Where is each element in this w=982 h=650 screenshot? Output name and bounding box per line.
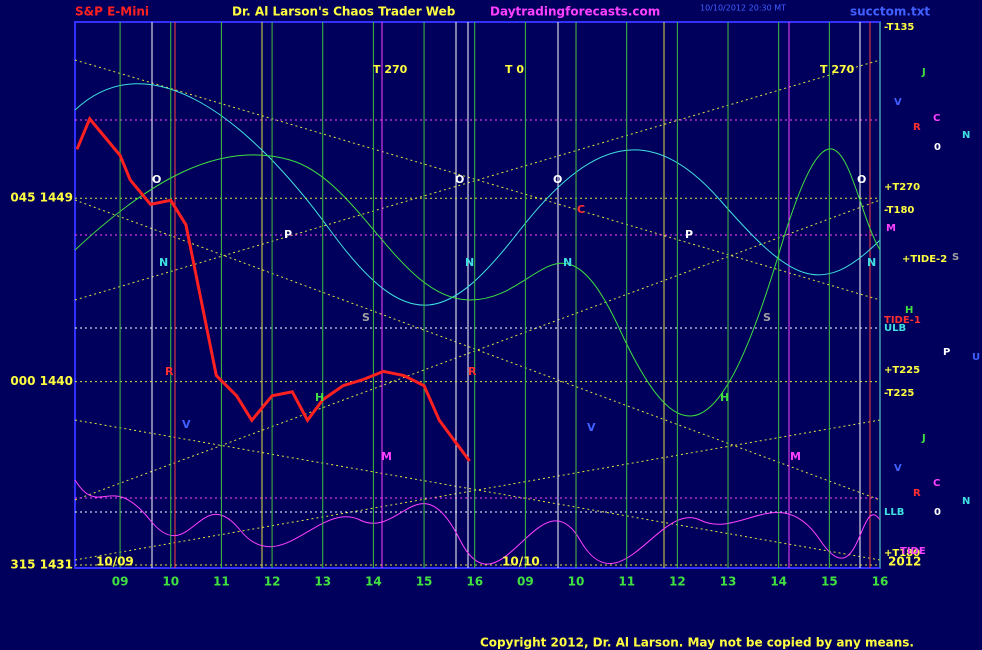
side-label: J	[921, 433, 926, 444]
side-label: -T135	[884, 22, 914, 33]
copyright: Copyright 2012, Dr. Al Larson. May not b…	[480, 636, 914, 650]
side-label: -T225	[884, 388, 914, 399]
y-tick-label: 000 1440	[10, 374, 73, 388]
annotation: R	[468, 365, 477, 378]
x-tick-label: 11	[618, 575, 635, 589]
annotation: N	[159, 256, 168, 269]
annotation: V	[182, 418, 191, 431]
side-label: TIDE-1	[884, 315, 921, 326]
side-label: LLB	[884, 507, 904, 518]
x-tick-label: 14	[365, 575, 382, 589]
side-label: +T180	[884, 548, 920, 559]
annotation: R	[165, 365, 174, 378]
side-label: +T225	[884, 365, 920, 376]
x-tick-label: 09	[112, 575, 129, 589]
side-label: J	[921, 67, 926, 78]
annotation: V	[587, 421, 596, 434]
side-label: 0	[934, 142, 941, 153]
annotation: N	[563, 256, 572, 269]
decorations	[74, 22, 881, 568]
x-tick-label: 11	[213, 575, 230, 589]
price-line	[75, 115, 471, 462]
annotation: P	[685, 228, 693, 241]
x-tick-label: 15	[416, 575, 433, 589]
annotation: N	[465, 256, 474, 269]
side-label: V	[894, 97, 902, 108]
date-label: 10/09	[96, 555, 134, 569]
side-label: R	[913, 488, 921, 499]
x-tick-label: 10	[568, 575, 585, 589]
annotation: H	[720, 391, 729, 404]
annotation: T 270	[820, 63, 855, 76]
side-label: 0	[934, 507, 941, 518]
side-label: C	[933, 113, 940, 124]
x-tick-label: 10	[162, 575, 179, 589]
y-tick-label: 315 1431	[10, 557, 73, 571]
annotation: T 270	[373, 63, 408, 76]
date-label: 10/10	[502, 555, 540, 569]
side-label: -T180	[884, 205, 914, 216]
side-label: R	[913, 122, 921, 133]
side-label: H	[905, 305, 913, 316]
annotation: O	[857, 173, 866, 186]
annotation: P	[284, 228, 292, 241]
site-name: Daytradingforecasts.com	[490, 5, 660, 19]
side-label: ULB	[884, 323, 906, 334]
x-tick-label: 14	[770, 575, 787, 589]
x-tick-label: 09	[517, 575, 534, 589]
x-tick-label: 16	[466, 575, 483, 589]
chart-title: S&P E-Mini	[75, 5, 149, 19]
annotation: O	[152, 173, 161, 186]
annotation: C	[577, 203, 585, 216]
annotation: H	[315, 391, 324, 404]
x-tick-label: 12	[669, 575, 686, 589]
side-label: V	[894, 463, 902, 474]
side-label: C	[933, 478, 940, 489]
side-label: P	[943, 347, 950, 358]
annotation: S	[362, 311, 370, 324]
timestamp: 10/10/2012 20:30 MT	[700, 4, 786, 13]
y-tick-label: 045 1449	[10, 191, 73, 205]
side-label: N	[962, 496, 970, 507]
side-label: S	[952, 252, 959, 263]
annotation: M	[381, 450, 392, 463]
annotation: O	[455, 173, 464, 186]
chart-subtitle: Dr. Al Larson's Chaos Trader Web	[232, 5, 456, 19]
x-tick-label: 12	[264, 575, 281, 589]
date-label: 2012	[888, 555, 921, 569]
annotation: N	[867, 256, 876, 269]
plot-frame	[74, 21, 881, 569]
x-tick-label: 13	[720, 575, 737, 589]
file-name: succtom.txt	[850, 5, 930, 19]
side-label: +T270	[884, 182, 920, 193]
annotation: S	[763, 311, 771, 324]
x-tick-label: 15	[821, 575, 838, 589]
side-label: M	[886, 223, 896, 234]
side-label: U	[972, 352, 980, 363]
annotation: T 0	[505, 63, 524, 76]
annotation: M	[790, 450, 801, 463]
side-label: TIDE	[900, 546, 926, 557]
side-label: +TIDE-2	[902, 254, 947, 265]
x-tick-label: 13	[314, 575, 331, 589]
annotation: O	[553, 173, 562, 186]
side-label: N	[962, 130, 970, 141]
x-tick-label: 16	[872, 575, 889, 589]
